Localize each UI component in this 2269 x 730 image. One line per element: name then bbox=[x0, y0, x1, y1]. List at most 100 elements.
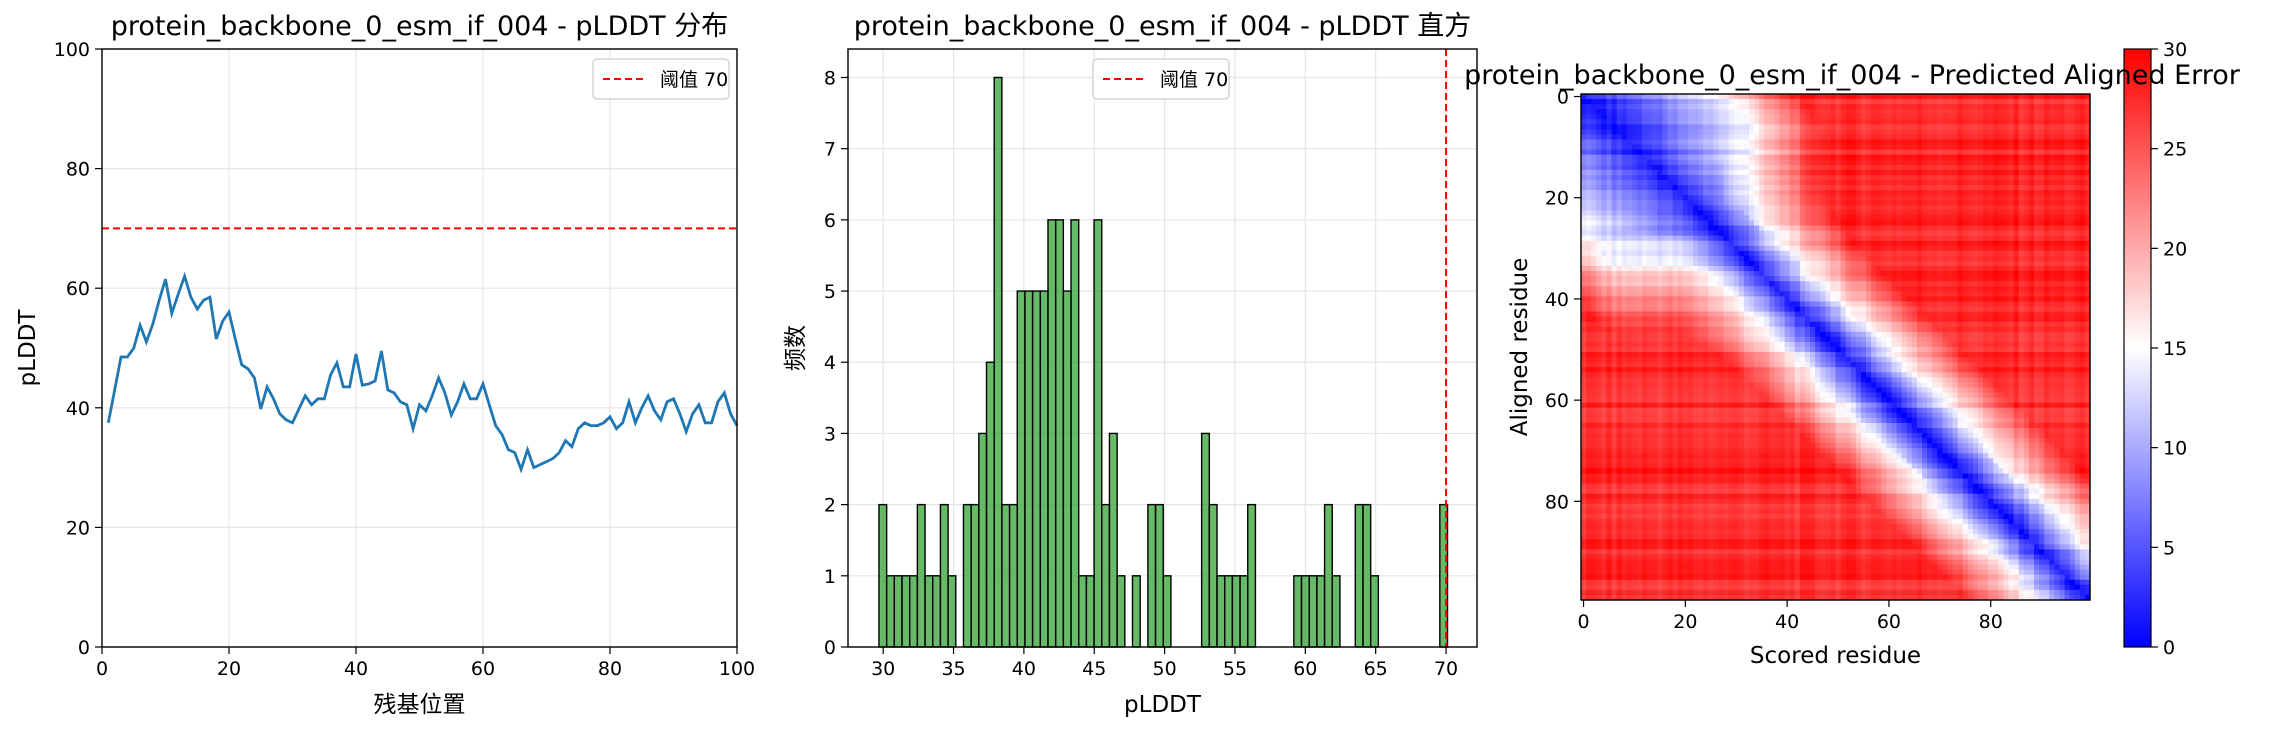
heatmap-cell bbox=[1652, 169, 1658, 176]
heatmap-cell bbox=[1799, 266, 1806, 272]
heatmap-cell bbox=[1927, 174, 1933, 181]
heatmap-cell bbox=[1911, 266, 1918, 272]
heatmap-cell bbox=[2069, 225, 2076, 232]
heatmap-cell bbox=[1647, 255, 1653, 262]
heatmap-cell bbox=[1957, 306, 1964, 313]
heatmap-cell bbox=[1866, 99, 1872, 105]
heatmap-cell bbox=[1972, 230, 1979, 237]
heatmap-cell bbox=[1962, 109, 1969, 115]
heatmap-cell bbox=[1978, 134, 1984, 141]
heatmap-cell bbox=[1677, 271, 1684, 277]
heatmap-cell bbox=[1591, 276, 1597, 282]
heatmap-cell bbox=[1743, 240, 1750, 247]
heatmap-cell bbox=[1748, 99, 1755, 105]
heatmap-cell bbox=[1835, 119, 1842, 125]
heatmap-cell bbox=[2069, 281, 2076, 287]
heatmap-cell bbox=[2023, 169, 2030, 176]
heatmap-cell bbox=[1754, 190, 1760, 196]
heatmap-cell bbox=[2084, 159, 2091, 166]
heatmap-cell bbox=[1733, 235, 1740, 242]
heatmap-cell bbox=[1581, 195, 1587, 201]
heatmap-cell bbox=[1789, 331, 1796, 338]
heatmap-cell bbox=[1825, 124, 1832, 131]
heatmap-cell bbox=[1866, 225, 1872, 232]
heatmap-cell bbox=[1581, 316, 1587, 323]
heatmap-cell bbox=[1611, 316, 1618, 323]
heatmap-cell bbox=[1978, 174, 1984, 181]
heatmap-cell bbox=[1754, 94, 1760, 100]
heatmap-cell bbox=[2059, 200, 2066, 206]
heatmap-cell bbox=[1687, 205, 1694, 211]
heatmap-cell bbox=[1672, 245, 1679, 252]
heatmap-cell bbox=[1738, 174, 1745, 181]
heatmap-cell bbox=[1759, 99, 1765, 105]
heatmap-cell bbox=[1815, 321, 1821, 328]
heatmap-cell bbox=[1698, 281, 1704, 287]
heatmap-cell bbox=[2054, 331, 2061, 338]
heatmap-cell bbox=[2034, 144, 2040, 151]
heatmap-cell bbox=[1672, 250, 1679, 257]
heatmap-cell bbox=[1886, 220, 1893, 227]
heatmap-cell bbox=[1896, 200, 1903, 206]
heatmap-cell bbox=[1636, 119, 1643, 125]
heatmap-cell bbox=[1866, 169, 1872, 176]
heatmap-cell bbox=[2079, 139, 2086, 146]
heatmap-cell bbox=[1993, 109, 1999, 115]
histogram-bar bbox=[1200, 432, 1211, 648]
heatmap-cell bbox=[1815, 331, 1821, 338]
heatmap-cell bbox=[1657, 255, 1664, 262]
heatmap-cell bbox=[1581, 250, 1587, 257]
heatmap-cell bbox=[1743, 276, 1750, 282]
heatmap-cell bbox=[1723, 109, 1730, 115]
heatmap-cell bbox=[1703, 235, 1709, 242]
heatmap-cell bbox=[2023, 190, 2030, 196]
heatmap-cell bbox=[1906, 139, 1913, 146]
heatmap-cell bbox=[1835, 164, 1842, 171]
heatmap-cell bbox=[1692, 306, 1699, 313]
heatmap-cell bbox=[1804, 159, 1811, 166]
heatmap-cell bbox=[2079, 225, 2086, 232]
heatmap-cell bbox=[1667, 240, 1674, 247]
heatmap-cell bbox=[1596, 104, 1602, 110]
heatmap-cell bbox=[1733, 180, 1740, 186]
heatmap-cell bbox=[1886, 281, 1893, 287]
heatmap-cell bbox=[2049, 240, 2055, 247]
heatmap-cell bbox=[1718, 174, 1725, 181]
heatmap-cell bbox=[2079, 129, 2086, 136]
heatmap-cell bbox=[1927, 210, 1933, 217]
heatmap-cell bbox=[1957, 321, 1964, 328]
heatmap-cell bbox=[2039, 149, 2045, 156]
heatmap-cell bbox=[1591, 306, 1597, 313]
heatmap-cell bbox=[2008, 250, 2015, 257]
heatmap-cell bbox=[2008, 281, 2015, 287]
heatmap-cell bbox=[1810, 301, 1816, 308]
heatmap-cell bbox=[2069, 255, 2076, 262]
heatmap-cell bbox=[2034, 139, 2040, 146]
heatmap-cell bbox=[1835, 250, 1842, 257]
heatmap-cell bbox=[1993, 215, 1999, 222]
heatmap-cell bbox=[1911, 124, 1918, 131]
heatmap-cell bbox=[1810, 159, 1816, 166]
heatmap-cell bbox=[1840, 114, 1847, 120]
heatmap-cell bbox=[2008, 134, 2015, 141]
heatmap-cell bbox=[1708, 255, 1714, 262]
heatmap-cell bbox=[2049, 215, 2055, 222]
heatmap-cell bbox=[1738, 134, 1745, 141]
heatmap-cell bbox=[1947, 291, 1954, 297]
heatmap-cell bbox=[1672, 296, 1679, 303]
heatmap-cell bbox=[1718, 119, 1725, 125]
heatmap-cell bbox=[1998, 311, 2005, 318]
heatmap-cell bbox=[1845, 154, 1852, 161]
heatmap-cell bbox=[2023, 286, 2030, 292]
heatmap-cell bbox=[2054, 139, 2061, 146]
heatmap-cell bbox=[1983, 311, 1989, 318]
heatmap-cell bbox=[1677, 180, 1684, 186]
heatmap-cell bbox=[1677, 139, 1684, 146]
heatmap-cell bbox=[1983, 159, 1989, 166]
heatmap-cell bbox=[1810, 235, 1816, 242]
heatmap-cell bbox=[2064, 260, 2071, 267]
heatmap-cell bbox=[1672, 336, 1679, 343]
heatmap-cell bbox=[1754, 149, 1760, 156]
heatmap-cell bbox=[2064, 245, 2071, 252]
heatmap-cell bbox=[1631, 245, 1638, 252]
